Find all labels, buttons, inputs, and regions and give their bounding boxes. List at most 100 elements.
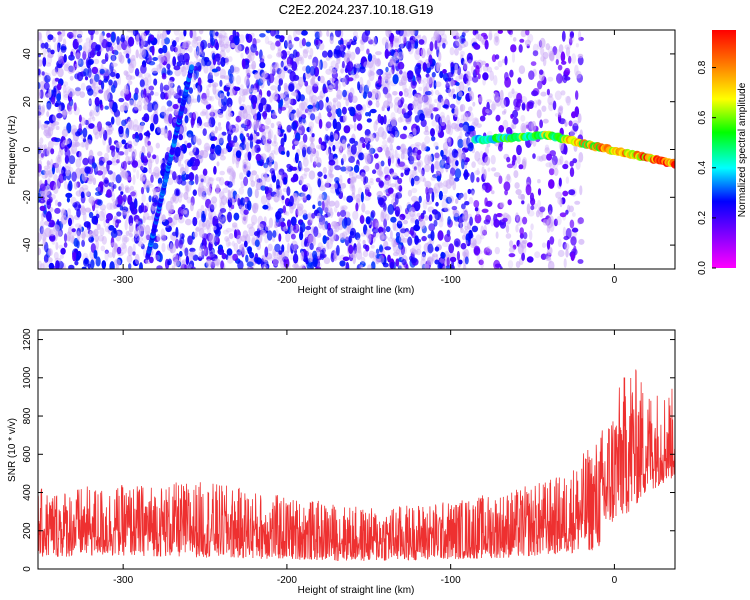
heat-noise-cell <box>191 39 199 48</box>
heat-noise-cell <box>78 44 83 51</box>
colorbar: 0.00.20.40.60.8 Normalized spectral ampl… <box>697 30 748 275</box>
heat-noise-cell <box>353 249 357 259</box>
heat-noise-cell <box>504 71 509 81</box>
heat-noise-cell <box>199 51 206 58</box>
heat-noise-cell <box>380 160 385 167</box>
heat-noise-cell <box>242 58 246 70</box>
heat-noise-cell <box>38 147 42 155</box>
heat-noise-cell <box>317 200 322 207</box>
heat-noise-cell <box>180 209 188 216</box>
heat-noise-cell <box>312 161 317 168</box>
heat-noise-cell <box>424 163 431 173</box>
heat-noise-cell <box>305 225 312 231</box>
heat-noise-cell <box>228 88 236 96</box>
heat-noise-cell <box>49 229 55 237</box>
colorbar-label: Normalized spectral amplitude <box>737 82 748 217</box>
heat-noise-cell <box>464 201 470 206</box>
heat-noise-cell <box>226 255 234 264</box>
heat-noise-cell <box>39 89 47 99</box>
heat-noise-cell <box>343 114 348 122</box>
heat-noise-cell <box>323 257 331 265</box>
heat-noise-cell <box>172 171 177 181</box>
heat-noise-cell <box>156 234 161 242</box>
heat-noise-cell <box>176 174 183 185</box>
heat-noise-cell <box>559 197 563 208</box>
heat-noise-cell <box>233 141 239 148</box>
heat-noise-cell <box>110 116 115 125</box>
heat-noise-cell <box>294 140 300 145</box>
heat-noise-cell <box>209 233 216 245</box>
heat-noise-cell <box>201 213 206 223</box>
heat-noise-cell <box>217 60 221 66</box>
heat-noise-cell <box>225 227 233 233</box>
heat-noise-cell <box>94 73 100 83</box>
heat-noise-cell <box>172 103 179 110</box>
heat-noise-cell <box>385 41 389 51</box>
heat-noise-cell <box>526 242 533 248</box>
heat-noise-cell <box>480 225 485 237</box>
heat-noise-cell <box>185 218 192 226</box>
heat-noise-cell <box>456 119 460 131</box>
heat-noise-cell <box>227 211 232 223</box>
heat-noise-cell <box>343 39 348 45</box>
heat-noise-cell <box>493 259 501 269</box>
heat-noise-cell <box>206 259 212 265</box>
heat-noise-cell <box>179 233 185 240</box>
heat-noise-cell <box>227 181 233 188</box>
heat-noise-cell <box>461 147 469 153</box>
heat-noise-cell <box>63 93 70 98</box>
heat-noise-cell <box>233 135 238 143</box>
heat-noise-cell <box>343 125 351 134</box>
heat-noise-cell <box>400 97 405 105</box>
heat-noise-cell <box>382 139 388 146</box>
heat-noise-cell <box>570 252 575 262</box>
heat-noise-cell <box>481 208 489 213</box>
heat-noise-cell <box>410 257 418 264</box>
heat-noise-cell <box>221 35 226 41</box>
heat-noise-cell <box>52 79 56 85</box>
heat-noise-cell <box>483 34 488 40</box>
heat-noise-cell <box>233 86 241 92</box>
heat-noise-cell <box>385 30 392 38</box>
heat-noise-cell <box>46 201 51 205</box>
heat-noise-cell <box>375 177 381 183</box>
heat-noise-cell <box>338 76 342 83</box>
heat-noise-cell <box>211 82 219 88</box>
y-tick-label: -40 <box>22 237 33 252</box>
heat-noise-cell <box>203 65 209 74</box>
y-tick-label: 800 <box>22 407 33 424</box>
heat-noise-cell <box>266 143 272 154</box>
heat-noise-cell <box>569 219 575 229</box>
heat-noise-cell <box>574 200 581 205</box>
heat-noise-cell <box>437 230 444 241</box>
heat-noise-cell <box>286 124 292 133</box>
heat-noise-cell <box>390 154 395 164</box>
heat-noise-cell <box>383 100 390 109</box>
heat-noise-cell <box>209 111 216 117</box>
heat-noise-cell <box>267 130 272 142</box>
heat-noise-cell <box>301 38 306 47</box>
heat-noise-cell <box>245 254 249 263</box>
heat-noise-cell <box>308 55 312 60</box>
heat-noise-cell <box>237 197 241 207</box>
heat-noise-cell <box>275 40 281 47</box>
heat-noise-cell <box>134 253 140 265</box>
heat-noise-cell <box>569 31 574 39</box>
heat-noise-cell <box>392 91 398 96</box>
heat-noise-cell <box>289 70 297 82</box>
heat-noise-cell <box>564 44 571 50</box>
heat-noise-cell <box>101 208 107 218</box>
heat-noise-cell <box>264 225 270 231</box>
heat-noise-cell <box>512 37 517 42</box>
heat-noise-cell <box>59 254 64 259</box>
heat-noise-cell <box>78 114 82 123</box>
heat-noise-cell <box>47 47 51 53</box>
heat-noise-cell <box>516 144 522 156</box>
colorbar-tick-label: 0.6 <box>697 110 708 124</box>
heat-noise-cell <box>161 214 166 223</box>
heat-noise-cell <box>329 131 334 140</box>
heat-noise-cell <box>311 212 316 219</box>
heat-noise-cell <box>382 86 389 95</box>
heat-noise-cell <box>121 169 128 179</box>
heat-noise-cell <box>254 188 259 199</box>
